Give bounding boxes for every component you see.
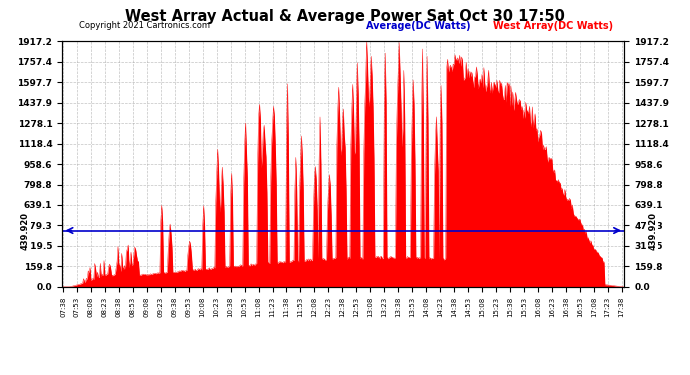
Text: Copyright 2021 Cartronics.com: Copyright 2021 Cartronics.com — [79, 21, 210, 30]
Text: West Array Actual & Average Power Sat Oct 30 17:50: West Array Actual & Average Power Sat Oc… — [125, 9, 565, 24]
Text: 439.920: 439.920 — [21, 211, 30, 249]
Text: Average(DC Watts): Average(DC Watts) — [366, 21, 471, 31]
Text: West Array(DC Watts): West Array(DC Watts) — [493, 21, 613, 31]
Text: 439.920: 439.920 — [648, 211, 657, 249]
